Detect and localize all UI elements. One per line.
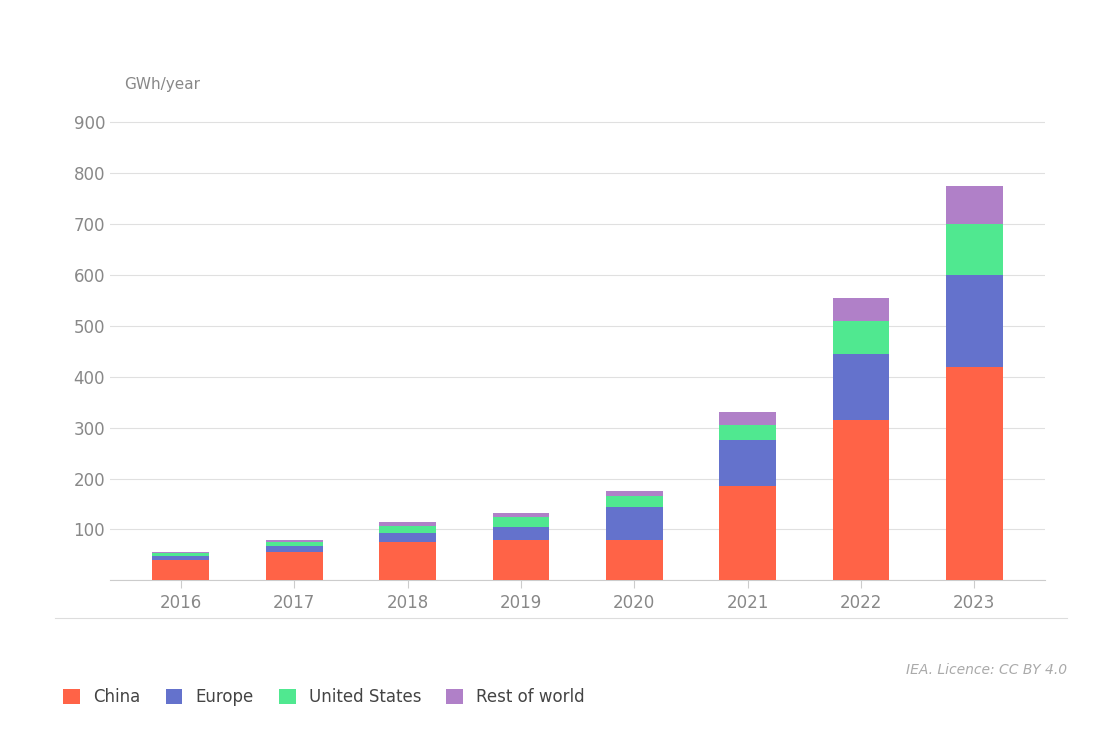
Bar: [493, 513, 549, 516]
Bar: [266, 542, 322, 546]
Bar: [833, 298, 889, 321]
Bar: [606, 496, 662, 507]
Bar: [833, 321, 889, 354]
Bar: [379, 533, 436, 542]
Bar: [153, 554, 209, 556]
Bar: [266, 539, 322, 542]
Bar: [719, 412, 775, 425]
Text: GWh/year: GWh/year: [124, 77, 200, 92]
Text: IEA. Licence: CC BY 4.0: IEA. Licence: CC BY 4.0: [906, 663, 1067, 677]
Bar: [719, 440, 775, 486]
Bar: [833, 354, 889, 420]
Bar: [379, 522, 436, 526]
Bar: [606, 491, 662, 496]
Bar: [833, 420, 889, 580]
Bar: [946, 224, 1002, 275]
Bar: [946, 275, 1002, 367]
Bar: [719, 486, 775, 580]
Bar: [266, 552, 322, 580]
Bar: [266, 546, 322, 552]
Bar: [379, 542, 436, 580]
Bar: [946, 367, 1002, 580]
Bar: [379, 526, 436, 533]
Bar: [153, 556, 209, 560]
Bar: [493, 516, 549, 527]
Bar: [946, 186, 1002, 224]
Bar: [606, 507, 662, 539]
Bar: [719, 425, 775, 440]
Legend: China, Europe, United States, Rest of world: China, Europe, United States, Rest of wo…: [64, 688, 585, 706]
Bar: [493, 527, 549, 539]
Bar: [153, 552, 209, 554]
Bar: [153, 560, 209, 580]
Bar: [606, 539, 662, 580]
Bar: [493, 539, 549, 580]
